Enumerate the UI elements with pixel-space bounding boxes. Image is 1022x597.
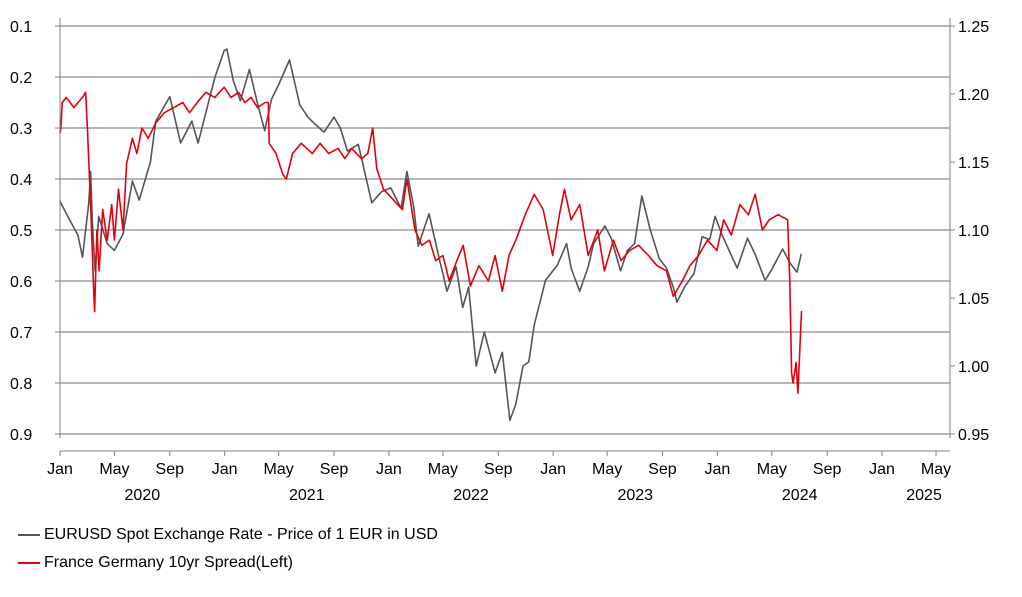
right-tick-label: 0.95: [958, 427, 989, 444]
x-tick-label: May: [99, 461, 129, 478]
legend-item-eurusd: EURUSD Spot Exchange Rate - Price of 1 E…: [18, 526, 438, 544]
left-tick-label: 0.7: [10, 325, 32, 342]
left-tick-label: 0.9: [10, 427, 32, 444]
x-year-label: 2025: [906, 487, 942, 504]
left-tick-label: 0.1: [10, 19, 32, 36]
left-tick-label: 0.6: [10, 274, 32, 291]
left-tick-label: 0.5: [10, 223, 32, 240]
x-tick-label: Sep: [813, 461, 842, 478]
legend-swatch-spread: [18, 562, 40, 564]
x-tick-label: May: [264, 461, 294, 478]
legend-item-spread: France Germany 10yr Spread(Left): [18, 554, 293, 572]
x-tick-label: Sep: [156, 461, 185, 478]
right-tick-label: 1.05: [958, 291, 989, 308]
left-tick-label: 0.4: [10, 172, 32, 189]
left-tick-label: 0.2: [10, 70, 32, 87]
x-tick-label: Jan: [212, 461, 238, 478]
x-tick-label: May: [757, 461, 787, 478]
right-tick-label: 1.15: [958, 155, 989, 172]
left-tick-label: 0.8: [10, 376, 32, 393]
legend-swatch-eurusd: [18, 534, 40, 536]
x-year-label: 2022: [453, 487, 489, 504]
x-tick-label: May: [921, 461, 951, 478]
right-tick-label: 1.25: [958, 19, 989, 36]
left-y-axis: 0.1 0.2 0.3 0.4 0.5 0.6 0.7 0.8 0.9: [10, 19, 60, 444]
x-tick-label: Jan: [376, 461, 402, 478]
x-tick-label: Jan: [47, 461, 73, 478]
legend-label-spread: France Germany 10yr Spread(Left): [44, 554, 293, 571]
x-axis: Jan May Sep Jan May Sep Jan May Sep Jan May Sep Jan M…: [47, 450, 951, 504]
x-tick-label: Sep: [484, 461, 513, 478]
right-tick-label: 1.00: [958, 359, 989, 376]
series-layer: [59, 48, 803, 422]
x-tick-label: Jan: [869, 461, 895, 478]
right-tick-label: 1.20: [958, 87, 989, 104]
x-tick-label: Sep: [648, 461, 677, 478]
x-tick-label: May: [592, 461, 622, 478]
right-tick-label: 1.10: [958, 223, 989, 240]
series-line-spread: [59, 86, 803, 395]
x-tick-label: Jan: [704, 461, 730, 478]
x-year-label: 2020: [125, 487, 161, 504]
legend-label-eurusd: EURUSD Spot Exchange Rate - Price of 1 E…: [44, 526, 438, 543]
series-line-eurusd: [59, 48, 802, 422]
x-year-label: 2023: [617, 487, 653, 504]
x-year-label: 2024: [782, 487, 818, 504]
left-tick-label: 0.3: [10, 121, 32, 138]
x-tick-label: Jan: [540, 461, 566, 478]
x-tick-label: May: [428, 461, 458, 478]
x-tick-label: Sep: [320, 461, 349, 478]
right-y-axis: 0.95 1.00 1.05 1.10 1.15 1.20 1.25: [950, 19, 989, 444]
x-year-label: 2021: [289, 487, 325, 504]
